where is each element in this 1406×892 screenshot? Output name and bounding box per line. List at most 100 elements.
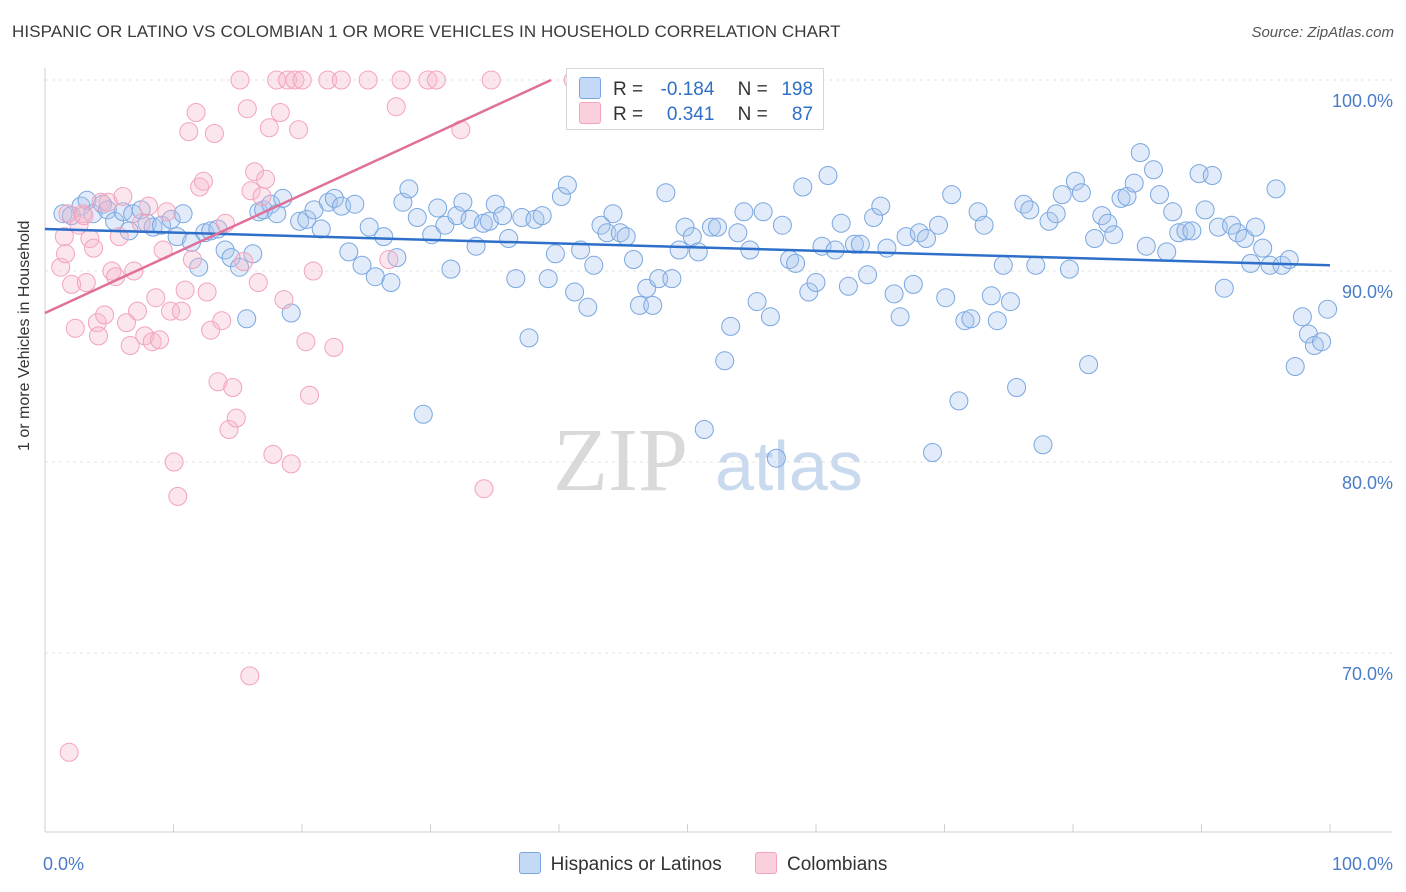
- point-hispanics: [793, 177, 813, 197]
- point-hispanics: [1001, 292, 1020, 312]
- point-colombians: [285, 70, 305, 90]
- point-colombians: [358, 70, 378, 90]
- point-hispanics: [993, 255, 1013, 275]
- point-hispanics: [936, 288, 956, 308]
- point-colombians: [237, 99, 257, 119]
- legend-item-hispanics[interactable]: Hispanics or Latinos: [518, 852, 722, 876]
- point-hispanics: [290, 211, 310, 231]
- point-hispanics: [584, 255, 604, 275]
- y-tick-label: 70.0%: [1342, 664, 1393, 684]
- point-hispanics: [1266, 179, 1286, 199]
- point-hispanics: [591, 215, 611, 235]
- point-hispanics: [838, 276, 858, 296]
- point-hispanics: [538, 269, 558, 289]
- point-colombians: [281, 454, 301, 474]
- point-colombians: [230, 70, 250, 90]
- point-hispanics: [1092, 206, 1112, 226]
- point-hispanics: [630, 295, 649, 315]
- point-hispanics: [929, 215, 948, 235]
- legend-swatch-colombians: [755, 852, 778, 874]
- point-hispanics: [917, 229, 936, 248]
- point-colombians: [190, 177, 210, 197]
- point-hispanics: [597, 223, 617, 243]
- legend-label-hispanics: Hispanics or Latinos: [550, 854, 722, 875]
- point-hispanics: [923, 443, 942, 462]
- point-hispanics: [877, 238, 897, 258]
- point-hispanics: [688, 242, 708, 262]
- point-hispanics: [1085, 229, 1105, 248]
- point-colombians: [186, 103, 206, 122]
- point-colombians: [150, 330, 169, 350]
- point-colombians: [157, 202, 177, 222]
- point-colombians: [331, 70, 351, 90]
- stats-row-colombians: R = 0.341 N = 87: [579, 102, 813, 126]
- point-colombians: [426, 70, 446, 90]
- point-colombians: [120, 336, 140, 355]
- point-colombians: [76, 273, 96, 292]
- point-hispanics: [578, 297, 598, 317]
- point-hispanics: [532, 206, 552, 226]
- legend-swatch-hispanics: [518, 852, 541, 874]
- x-tick-label: 100.0%: [1332, 854, 1393, 874]
- watermark-atlas: atlas: [715, 427, 863, 505]
- point-colombians: [117, 313, 136, 333]
- point-colombians: [252, 187, 272, 206]
- point-hispanics: [702, 217, 721, 237]
- point-hispanics: [324, 188, 344, 208]
- point-colombians: [300, 385, 319, 405]
- stats-row-hispanics: R = -0.184 N = 198: [579, 77, 813, 101]
- point-colombians: [226, 408, 246, 428]
- point-hispanics: [1144, 160, 1163, 180]
- watermark-zip: ZIP: [553, 411, 688, 510]
- point-hispanics: [1046, 204, 1066, 224]
- point-colombians: [56, 244, 75, 264]
- point-colombians: [256, 169, 276, 189]
- n-label: N =: [737, 104, 768, 125]
- point-hispanics: [1202, 166, 1222, 185]
- point-hispanics: [721, 316, 741, 336]
- point-colombians: [102, 261, 122, 281]
- legend-label-colombians: Colombians: [787, 854, 888, 875]
- point-hispanics: [942, 185, 962, 205]
- point-hispanics: [506, 269, 526, 289]
- point-hispanics: [1279, 250, 1299, 269]
- series-hispanics-points: [53, 143, 1338, 468]
- r-label: R =: [613, 104, 644, 125]
- point-hispanics: [311, 219, 331, 239]
- point-hispanics: [189, 257, 209, 277]
- point-colombians: [84, 238, 104, 258]
- point-hispanics: [987, 311, 1007, 331]
- legend-item-colombians[interactable]: Colombians: [755, 852, 887, 876]
- point-hispanics: [1014, 194, 1034, 214]
- r-value: 0.341: [666, 104, 715, 125]
- hispanics-swatch: [579, 77, 601, 99]
- point-colombians: [292, 70, 312, 90]
- point-colombians: [142, 332, 162, 352]
- point-colombians: [128, 301, 147, 321]
- point-hispanics: [616, 227, 636, 247]
- point-hispanics: [694, 420, 714, 439]
- point-hispanics: [1039, 211, 1059, 231]
- point-hispanics: [345, 194, 365, 214]
- point-hispanics: [571, 240, 591, 260]
- n-label: N =: [737, 79, 768, 100]
- point-colombians: [278, 70, 298, 90]
- point-colombians: [65, 318, 85, 338]
- point-hispanics: [806, 273, 826, 292]
- point-colombians: [324, 337, 344, 357]
- point-colombians: [245, 162, 265, 182]
- point-hispanics: [890, 307, 910, 327]
- point-hispanics: [624, 250, 643, 269]
- point-colombians: [481, 70, 501, 90]
- point-colombians: [259, 118, 279, 138]
- point-colombians: [197, 282, 217, 302]
- point-hispanics: [669, 240, 689, 260]
- point-colombians: [89, 326, 108, 346]
- point-colombians: [270, 103, 290, 122]
- point-hispanics: [352, 255, 372, 275]
- point-hispanics: [399, 179, 419, 199]
- point-hispanics: [97, 200, 117, 220]
- point-colombians: [161, 301, 180, 321]
- point-hispanics: [818, 166, 838, 185]
